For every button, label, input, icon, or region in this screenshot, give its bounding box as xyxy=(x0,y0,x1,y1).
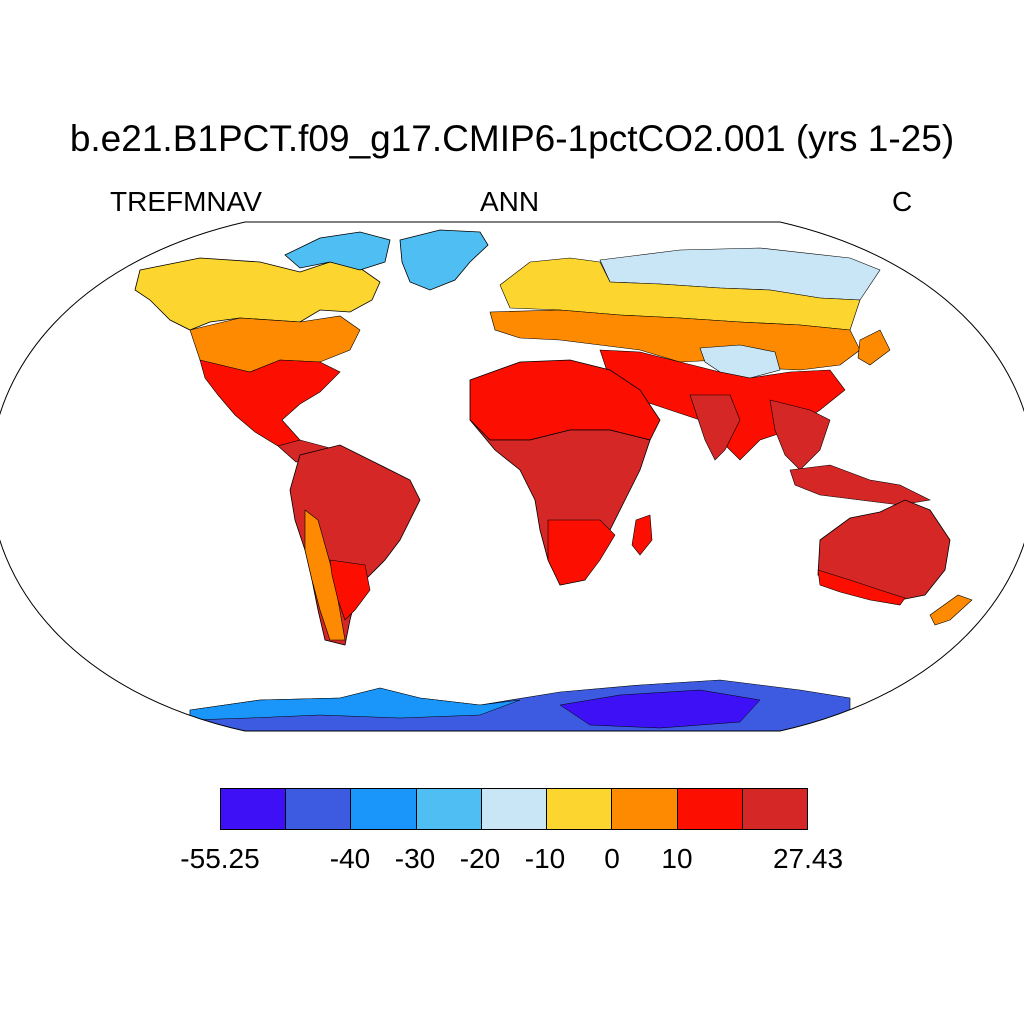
season-label: ANN xyxy=(480,186,540,217)
colorbar-label: -10 xyxy=(524,843,566,874)
region-southeast-asia xyxy=(769,399,831,471)
colorbar-box-4 xyxy=(481,789,548,829)
colorbar-label: -55.25 xyxy=(180,843,260,874)
map-title: b.e21.B1PCT.f09_g17.CMIP6-1pctCO2.001 (y… xyxy=(69,118,955,159)
colorbar-label: -20 xyxy=(459,843,501,874)
colorbar xyxy=(220,788,808,830)
region-greenland xyxy=(399,229,489,291)
region-antarctica-coast xyxy=(189,687,521,721)
colorbar-box-6 xyxy=(612,789,678,829)
colorbar-label: 0 xyxy=(604,843,620,874)
region-indonesia xyxy=(789,464,931,506)
region-japan xyxy=(857,329,891,366)
region-india xyxy=(689,394,741,461)
region-antarctica-interior xyxy=(559,689,761,729)
region-canadian-arctic xyxy=(284,231,391,271)
colorbar-label: 27.43 xyxy=(772,843,844,874)
region-australia-south xyxy=(817,569,906,606)
region-alaska-canada xyxy=(134,257,381,331)
globe-outline xyxy=(0,221,1024,732)
colorbar-box-7 xyxy=(677,789,743,829)
colorbar-box-2 xyxy=(351,789,417,829)
colorbar-box-8 xyxy=(742,789,807,829)
region-usa-mexico xyxy=(199,359,341,447)
land-layer xyxy=(134,229,973,731)
region-africa-south xyxy=(547,519,616,586)
region-madagascar xyxy=(631,514,653,556)
colorbar-label: -40 xyxy=(329,843,371,874)
variable-label: TREFMNAV xyxy=(110,186,262,217)
region-andes xyxy=(304,509,346,641)
colorbar-box-5 xyxy=(547,789,613,829)
region-south-america-south xyxy=(329,559,371,621)
colorbar-box-0 xyxy=(221,789,287,829)
colorbar-box-3 xyxy=(416,789,482,829)
colorbar-label: -30 xyxy=(394,843,436,874)
colorbar-label: 10 xyxy=(661,843,693,874)
region-tibet xyxy=(699,344,781,379)
units-label: C xyxy=(892,186,913,217)
colorbar-box-1 xyxy=(286,789,352,829)
region-new-zealand xyxy=(929,594,973,626)
